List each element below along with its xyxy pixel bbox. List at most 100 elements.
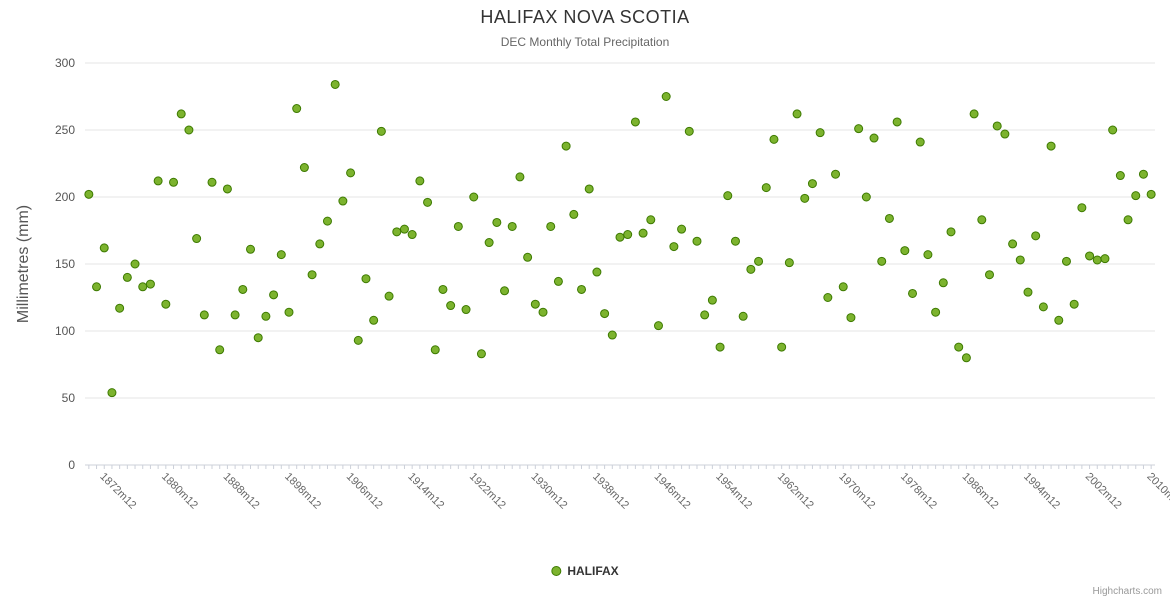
data-point[interactable] [592,267,602,277]
data-point[interactable] [153,176,163,186]
data-point[interactable] [1138,169,1148,179]
data-point[interactable] [1115,171,1125,181]
data-point[interactable] [861,192,871,202]
data-point[interactable] [600,309,610,319]
data-point[interactable] [838,282,848,292]
data-point[interactable] [777,342,787,352]
data-point[interactable] [730,236,740,246]
data-point[interactable] [769,134,779,144]
data-point[interactable] [700,310,710,320]
data-point[interactable] [346,168,356,178]
data-point[interactable] [222,184,232,194]
data-point[interactable] [276,250,286,260]
data-point[interactable] [569,209,579,219]
data-point[interactable] [577,284,587,294]
data-point[interactable] [399,224,409,234]
data-point[interactable] [877,256,887,266]
data-point[interactable] [746,264,756,274]
data-point[interactable] [954,342,964,352]
data-point[interactable] [977,215,987,225]
data-point[interactable] [392,227,402,237]
data-point[interactable] [500,286,510,296]
data-point[interactable] [1046,141,1056,151]
data-point[interactable] [1000,129,1010,139]
data-point[interactable] [415,176,425,186]
data-point[interactable] [1061,256,1071,266]
data-point[interactable] [992,121,1002,131]
data-point[interactable] [1008,239,1018,249]
data-point[interactable] [184,125,194,135]
data-point[interactable] [546,221,556,231]
data-point[interactable] [253,333,263,343]
data-point[interactable] [923,250,933,260]
data-point[interactable] [315,239,325,249]
data-point[interactable] [854,124,864,134]
data-point[interactable] [161,299,171,309]
data-point[interactable] [292,104,302,114]
data-point[interactable] [538,307,548,317]
data-point[interactable] [738,311,748,321]
data-point[interactable] [238,284,248,294]
data-point[interactable] [900,246,910,256]
data-point[interactable] [246,244,256,254]
data-point[interactable] [961,353,971,363]
data-point[interactable] [353,335,363,345]
data-point[interactable] [430,345,440,355]
data-point[interactable] [553,276,563,286]
data-point[interactable] [646,215,656,225]
data-point[interactable] [369,315,379,325]
data-point[interactable] [461,305,471,315]
data-point[interactable] [453,221,463,231]
data-point[interactable] [892,117,902,127]
data-point[interactable] [446,301,456,311]
data-point[interactable] [1069,299,1079,309]
data-point[interactable] [92,282,102,292]
data-point[interactable] [476,349,486,359]
data-point[interactable] [515,172,525,182]
data-point[interactable] [207,177,217,187]
data-point[interactable] [322,216,332,226]
data-point[interactable] [1085,251,1095,261]
data-point[interactable] [338,196,348,206]
data-point[interactable] [215,345,225,355]
data-point[interactable] [115,303,125,313]
data-point[interactable] [361,274,371,284]
data-point[interactable] [984,270,994,280]
data-point[interactable] [792,109,802,119]
data-point[interactable] [969,109,979,119]
data-point[interactable] [169,177,179,187]
data-point[interactable] [846,313,856,323]
data-point[interactable] [908,288,918,298]
data-point[interactable] [130,259,140,269]
data-point[interactable] [99,243,109,253]
data-point[interactable] [938,278,948,288]
data-point[interactable] [384,291,394,301]
data-point[interactable] [507,221,517,231]
data-point[interactable] [299,163,309,173]
highcharts-credits[interactable]: Highcharts.com [1092,586,1162,597]
data-point[interactable] [723,191,733,201]
data-point[interactable] [784,258,794,268]
data-point[interactable] [469,192,479,202]
data-point[interactable] [284,307,294,317]
data-point[interactable] [1038,302,1048,312]
data-point[interactable] [407,230,417,240]
data-point[interactable] [107,388,117,398]
data-point[interactable] [615,232,625,242]
data-point[interactable] [1100,254,1110,264]
data-point[interactable] [807,179,817,189]
data-point[interactable] [638,228,648,238]
data-point[interactable] [869,133,879,143]
data-point[interactable] [176,109,186,119]
data-point[interactable] [661,92,671,101]
data-point[interactable] [199,310,209,320]
data-point[interactable] [761,183,771,193]
data-point[interactable] [653,321,663,331]
data-point[interactable] [584,184,594,194]
data-point[interactable] [831,169,841,179]
data-point[interactable] [1092,255,1102,265]
data-point[interactable] [815,128,825,138]
data-point[interactable] [138,282,148,292]
data-point[interactable] [915,137,925,147]
data-point[interactable] [145,279,155,289]
